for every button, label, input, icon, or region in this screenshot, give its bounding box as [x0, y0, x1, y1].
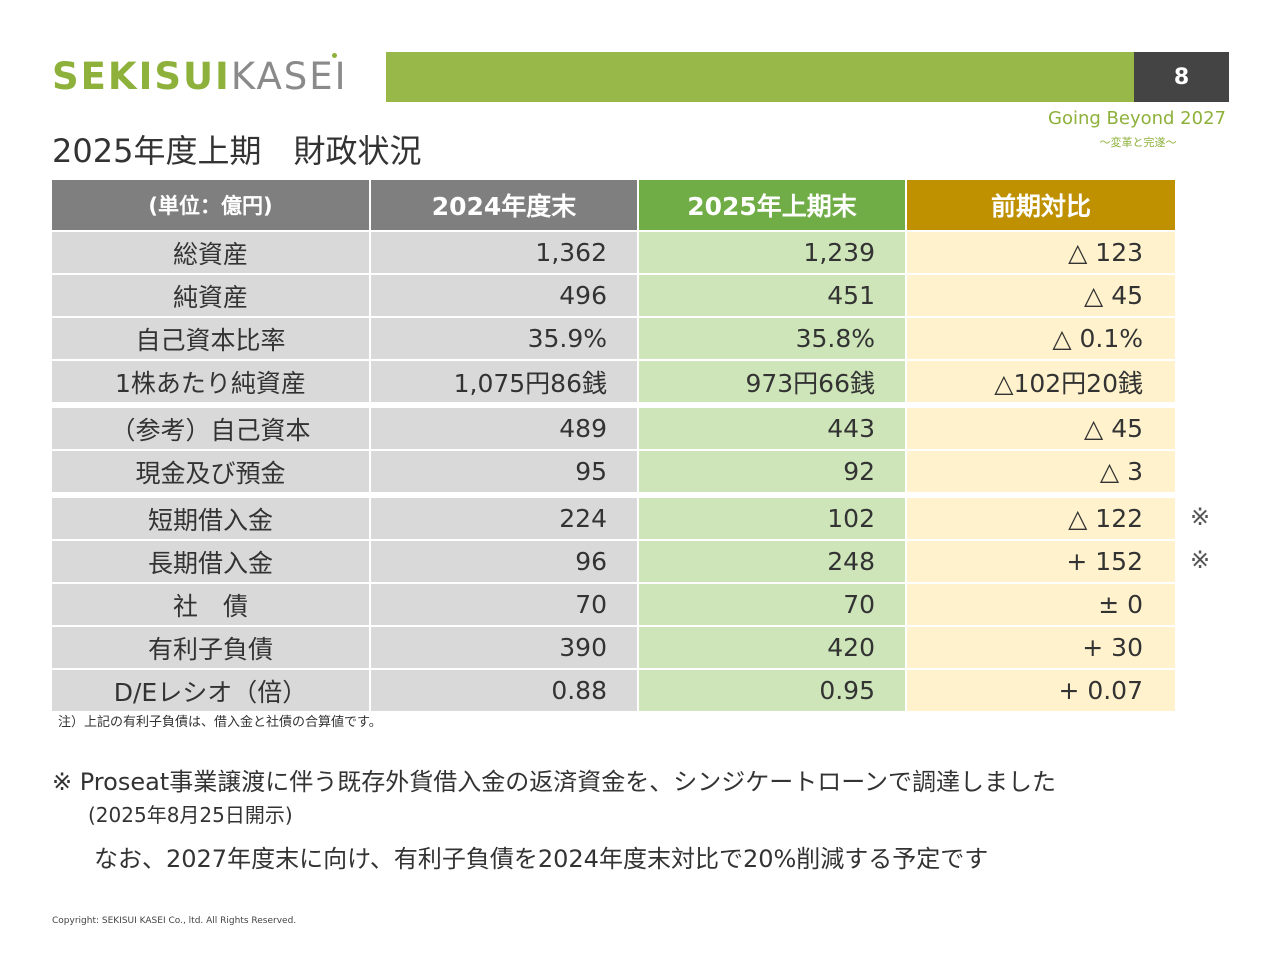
copyright: Copyright: SEKISUI KASEI Co., ltd. All R…: [52, 916, 297, 926]
row-value-2025: 35.8%: [639, 318, 905, 359]
row-value-diff: △ 123: [907, 232, 1175, 273]
footnote-line2: (2025年8月25日開示): [88, 803, 293, 827]
logo-dot: [332, 53, 337, 58]
header-bar: [386, 52, 1136, 102]
table-row: 自己資本比率 35.9% 35.8% △ 0.1%: [52, 318, 1177, 359]
row-label: 純資産: [52, 275, 369, 316]
header-diff: 前期対比: [907, 180, 1175, 230]
header-unit: (単位：億円): [52, 180, 369, 230]
row-value-2025: 248: [639, 541, 905, 582]
row-value-diff: ± 0: [907, 584, 1175, 625]
logo-text-sekisui: SEKISUI: [52, 55, 231, 98]
row-value-2025: 451: [639, 275, 905, 316]
row-value-2024: 1,362: [371, 232, 637, 273]
row-value-diff: △102円20銭: [907, 361, 1175, 402]
table-row: 純資産 496 451 △ 45: [52, 275, 1177, 316]
header-2025: 2025年上期末: [639, 180, 905, 230]
row-value-2025: 443: [639, 408, 905, 449]
footnote-line1: ※ Proseat事業譲渡に伴う既存外貨借入金の返済資金を、シンジケートローンで…: [52, 768, 1056, 796]
row-value-2025: 1,239: [639, 232, 905, 273]
row-value-2025: 102: [639, 498, 905, 539]
row-value-diff: △ 0.1%: [907, 318, 1175, 359]
header-2024: 2024年度末: [371, 180, 637, 230]
row-value-2024: 96: [371, 541, 637, 582]
row-value-diff: △ 45: [907, 275, 1175, 316]
row-label: 総資産: [52, 232, 369, 273]
row-value-2024: 496: [371, 275, 637, 316]
table-note: 注）上記の有利子負債は、借入金と社債の合算値です。: [58, 715, 382, 730]
table-row: 1株あたり純資産 1,075円86銭 973円66銭 △102円20銭: [52, 361, 1177, 402]
row-value-diff: △ 45: [907, 408, 1175, 449]
row-value-2024: 70: [371, 584, 637, 625]
table-row: 社 債 70 70 ± 0: [52, 584, 1177, 625]
table-row: 短期借入金 224 102 △ 122: [52, 498, 1177, 539]
row-value-2024: 35.9%: [371, 318, 637, 359]
row-value-diff: + 152: [907, 541, 1175, 582]
row-value-2025: 420: [639, 627, 905, 668]
row-value-2025: 0.95: [639, 670, 905, 711]
row-value-2025: 92: [639, 451, 905, 492]
reference-mark: ※: [1190, 546, 1211, 574]
row-value-diff: △ 3: [907, 451, 1175, 492]
row-value-2024: 95: [371, 451, 637, 492]
financial-table: (単位：億円) 2024年度末 2025年上期末 前期対比 総資産 1,362 1,…: [52, 180, 1177, 713]
row-label: 自己資本比率: [52, 318, 369, 359]
row-label: D/Eレシオ（倍）: [52, 670, 369, 711]
row-label: 1株あたり純資産: [52, 361, 369, 402]
footnote-line3: なお、2027年度末に向け、有利子負債を2024年度末対比で20%削減する予定で…: [94, 845, 989, 873]
page-title: 2025年度上期 財政状況: [52, 132, 422, 170]
row-label: （参考）自己資本: [52, 408, 369, 449]
row-value-2025: 973円66銭: [639, 361, 905, 402]
table-row: 総資産 1,362 1,239 △ 123: [52, 232, 1177, 273]
table-header-row: (単位：億円) 2024年度末 2025年上期末 前期対比: [52, 180, 1177, 230]
row-value-2024: 1,075円86銭: [371, 361, 637, 402]
row-value-2024: 224: [371, 498, 637, 539]
tagline-sub: ～変革と完遂～: [1099, 136, 1177, 149]
table-row: 現金及び預金 95 92 △ 3: [52, 451, 1177, 492]
row-label: 短期借入金: [52, 498, 369, 539]
row-label: 有利子負債: [52, 627, 369, 668]
row-value-2024: 0.88: [371, 670, 637, 711]
tagline: Going Beyond 2027: [1048, 108, 1226, 129]
row-value-2024: 489: [371, 408, 637, 449]
table-row: （参考）自己資本 489 443 △ 45: [52, 408, 1177, 449]
row-value-2025: 70: [639, 584, 905, 625]
row-value-diff: + 0.07: [907, 670, 1175, 711]
page-number: 8: [1134, 52, 1229, 102]
company-logo: SEKISUIKASEI: [52, 58, 348, 95]
row-value-diff: △ 122: [907, 498, 1175, 539]
row-value-diff: + 30: [907, 627, 1175, 668]
logo-text-kasei: KASEI: [230, 55, 348, 98]
table-row: 長期借入金 96 248 + 152: [52, 541, 1177, 582]
table-row: D/Eレシオ（倍） 0.88 0.95 + 0.07: [52, 670, 1177, 711]
reference-mark: ※: [1190, 503, 1211, 531]
row-value-2024: 390: [371, 627, 637, 668]
table-row: 有利子負債 390 420 + 30: [52, 627, 1177, 668]
row-label: 現金及び預金: [52, 451, 369, 492]
row-label: 社 債: [52, 584, 369, 625]
row-label: 長期借入金: [52, 541, 369, 582]
